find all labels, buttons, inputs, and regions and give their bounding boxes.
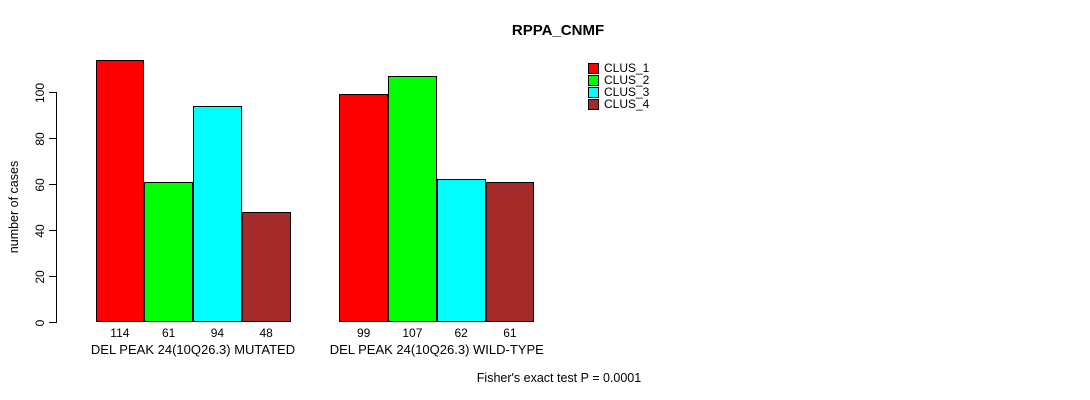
y-axis-tick (49, 138, 56, 139)
legend-item-clus_4: CLUS_4 (588, 98, 649, 110)
legend-item-clus_3: CLUS_3 (588, 86, 649, 98)
y-axis-tick (49, 276, 56, 277)
legend-label: CLUS_2 (604, 73, 650, 87)
y-axis-tick (49, 230, 56, 231)
bar-clus_2-group1 (144, 181, 193, 322)
y-axis-label: number of cases (7, 160, 21, 254)
bar-clus_1-group1 (95, 59, 145, 322)
y-axis-tick-label: 0 (33, 319, 47, 326)
legend-item-clus_1: CLUS_1 (588, 62, 649, 74)
bar-clus_3-group2 (436, 179, 486, 322)
bar-clus_4-group2 (485, 181, 535, 322)
legend-swatch-icon (588, 98, 599, 110)
y-axis-tick-label: 80 (33, 131, 47, 146)
y-axis-tick (49, 322, 56, 323)
chart-title: RPPA_CNMF (511, 22, 605, 39)
bar-value-label: 99 (356, 326, 371, 340)
legend-swatch-icon (588, 74, 599, 86)
legend-swatch-icon (588, 62, 599, 74)
y-axis-tick-label: 40 (33, 223, 47, 238)
bar-clus_3-group1 (193, 105, 242, 322)
bar-value-label: 48 (259, 326, 273, 340)
legend-item-clus_2: CLUS_2 (588, 74, 649, 86)
y-axis-tick (49, 92, 56, 93)
bar-value-label: 107 (402, 326, 423, 340)
legend: CLUS_1 CLUS_2 CLUS_3 CLUS_4 (588, 62, 649, 110)
bar-clus_4-group1 (241, 211, 291, 322)
y-axis-tick (49, 184, 56, 185)
bar-clus_1-group2 (339, 94, 388, 322)
y-axis-tick-label: 100 (33, 82, 47, 103)
legend-label: CLUS_3 (604, 85, 650, 99)
bar-value-label: 61 (503, 326, 517, 340)
annotation-fisher-test: Fisher's exact test P = 0.0001 (476, 371, 642, 385)
legend-label: CLUS_1 (604, 61, 650, 75)
group-axis-label: DEL PEAK 24(10Q26.3) WILD-TYPE (329, 342, 544, 357)
bar-value-label: 61 (161, 326, 176, 340)
bar-clus_2-group2 (388, 75, 437, 322)
bar-value-label: 114 (110, 326, 130, 340)
legend-swatch-icon (588, 86, 599, 98)
bar-value-label: 62 (454, 326, 468, 340)
y-axis-line (56, 92, 57, 323)
y-axis-tick-label: 20 (33, 269, 47, 284)
y-axis-tick-label: 60 (33, 177, 47, 192)
group-axis-label: DEL PEAK 24(10Q26.3) MUTATED (90, 342, 296, 357)
bar-value-label: 94 (210, 326, 225, 340)
legend-label: CLUS_4 (604, 97, 650, 111)
